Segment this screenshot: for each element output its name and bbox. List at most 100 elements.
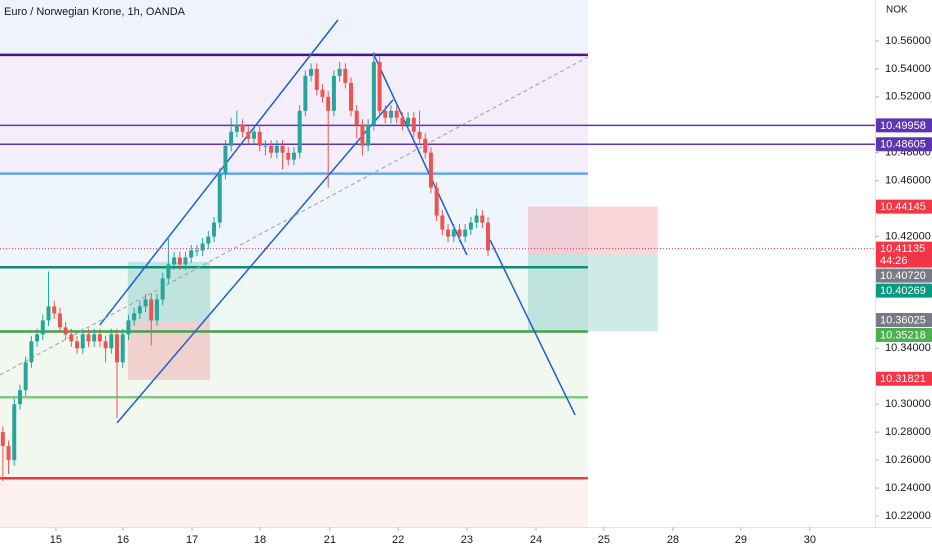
candle-body — [354, 110, 359, 125]
price-tag — [876, 199, 932, 214]
candle-body — [423, 138, 428, 153]
candle-body — [463, 229, 468, 237]
candle-body — [0, 432, 5, 447]
candle-body — [371, 61, 376, 125]
candle-body — [388, 110, 393, 118]
candle-body — [172, 257, 177, 265]
candle-body — [291, 152, 296, 160]
zone — [0, 173, 588, 268]
y-tick-label: 10.22000 — [885, 510, 931, 522]
candle-body — [29, 341, 34, 363]
candle-body — [240, 124, 245, 132]
y-tick-label: 10.26000 — [885, 454, 931, 466]
candle-body — [274, 145, 279, 153]
price-tag — [876, 371, 932, 386]
price-tag — [876, 268, 932, 283]
candle-body — [166, 264, 171, 279]
stop-zone — [527, 206, 658, 255]
y-tick-label: 10.54000 — [885, 63, 931, 75]
candle-body — [137, 306, 142, 314]
y-tick-label: 10.42000 — [885, 230, 931, 242]
candle-body — [383, 110, 388, 118]
candle-body — [212, 222, 217, 237]
candle-body — [411, 117, 416, 132]
zone — [0, 397, 588, 479]
candle-body — [320, 89, 325, 97]
candle-body — [17, 390, 22, 405]
candle-body — [57, 313, 62, 328]
price-axis: 10.5600010.5400010.5200010.4800010.46000… — [875, 35, 931, 522]
price-tag-label: 10.40269 — [880, 285, 926, 297]
candle-body — [480, 215, 485, 223]
candle-body — [309, 68, 314, 76]
trend-line — [489, 239, 576, 416]
trend-line — [0, 56, 589, 376]
candle-body — [246, 131, 251, 139]
candle-body — [303, 75, 308, 111]
price-tag-label: 10.49958 — [880, 120, 926, 132]
candle-body — [109, 334, 114, 349]
candle-body — [349, 82, 354, 111]
candle-body — [46, 306, 51, 321]
x-tick-label: 24 — [530, 534, 542, 546]
trend-line — [99, 19, 339, 326]
x-tick-label: 29 — [735, 534, 747, 546]
price-tag — [876, 313, 932, 328]
candle-body — [474, 215, 479, 223]
price-tag — [876, 241, 932, 268]
candle-body — [120, 334, 125, 363]
candle-body — [206, 236, 211, 244]
price-tag-label: 10.31821 — [880, 373, 926, 385]
price-tag — [876, 118, 932, 133]
candle-body — [80, 334, 85, 349]
x-tick-label: 18 — [254, 534, 266, 546]
candle-body — [269, 145, 274, 153]
candle-body — [331, 75, 336, 111]
candle-body — [314, 68, 319, 90]
x-tick-label: 21 — [324, 534, 336, 546]
candle-body — [223, 145, 228, 174]
candle-body — [251, 131, 256, 139]
candle-body — [337, 68, 342, 76]
zone — [0, 331, 588, 398]
candle-body — [229, 131, 234, 146]
price-tag-label: 10.36025 — [880, 314, 926, 326]
candle-body — [23, 362, 28, 391]
candle-body — [103, 341, 108, 349]
candle-body — [446, 229, 451, 237]
x-tick-label: 22 — [392, 534, 404, 546]
candle-body — [189, 250, 194, 258]
candle-body — [257, 131, 262, 146]
candle-body — [200, 243, 205, 251]
target-zone — [527, 254, 658, 332]
candle-body — [143, 299, 148, 307]
candle-body — [97, 334, 102, 342]
countdown: 44:26 — [880, 255, 908, 267]
candle-body — [440, 215, 445, 230]
x-tick-label: 23 — [461, 534, 473, 546]
candle-body — [297, 110, 302, 153]
plot-area — [0, 0, 875, 527]
candle-body — [132, 313, 137, 321]
y-tick-label: 10.24000 — [885, 482, 931, 494]
candle-body — [217, 173, 222, 223]
price-tag-label: 10.41135 — [880, 243, 925, 255]
candle-body — [63, 327, 68, 335]
y-tick-label: 10.30000 — [885, 398, 931, 410]
candle-body — [115, 334, 120, 363]
trend-line — [372, 52, 468, 256]
candle-body — [263, 145, 268, 147]
candle-body — [417, 131, 422, 139]
candle-body — [468, 222, 473, 230]
candle-body — [366, 124, 371, 146]
candle-body — [149, 299, 154, 321]
price-tag-label: 10.35218 — [880, 329, 926, 341]
y-tick-label: 10.34000 — [885, 342, 931, 354]
candle-body — [183, 257, 188, 265]
candle-body — [234, 124, 239, 132]
x-tick-label: 28 — [667, 534, 679, 546]
candle-body — [194, 250, 199, 252]
